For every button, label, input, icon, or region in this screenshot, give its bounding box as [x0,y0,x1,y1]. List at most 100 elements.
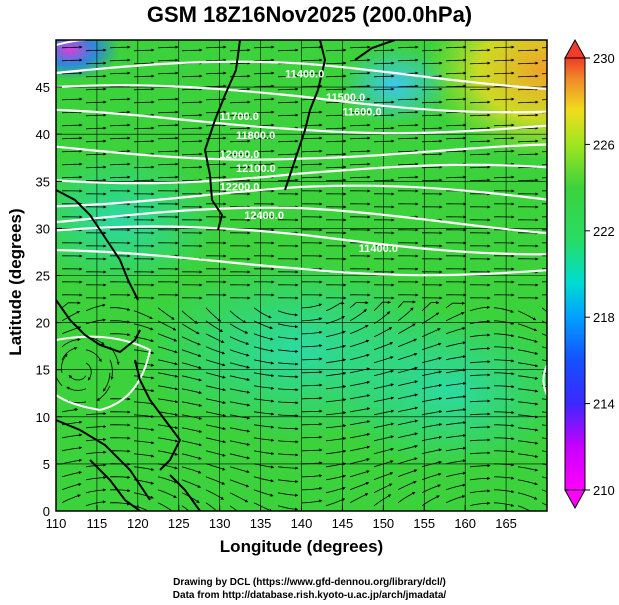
wind-arrow [253,84,275,88]
coastline [284,40,327,191]
wind-arrow [229,505,238,511]
contour-label: 11800.0 [236,130,275,142]
wind-arrow [61,471,83,478]
wind-arrow [541,476,547,479]
x-axis-label: Longitude (degrees) [219,537,384,556]
wind-arrow [541,424,547,426]
wind-arrow [277,466,299,470]
wind-arrow [277,492,299,497]
colorbar-tick-label: 218 [593,310,615,325]
wind-arrow [397,58,419,62]
wind-arrow [373,356,394,364]
wind-arrow [109,462,131,466]
wind-arrow [157,320,177,331]
wind-arrow [421,100,443,104]
y-axis-ticks: 0 5 10 15 20 25 30 35 40 45 [36,80,62,519]
wind-arrow [469,74,491,78]
wind-arrow [445,84,467,88]
wind-arrow [325,411,347,416]
wind-arrow [109,136,131,140]
wind-arrow [469,100,491,104]
wind-arrow [517,74,539,78]
wind-arrow [157,45,179,49]
wind-arrow [349,380,371,387]
wind-arrow [517,505,531,511]
wind-arrow [445,149,467,153]
wind-arrow [229,375,251,382]
wind-arrow [205,398,227,404]
wind-arrow [325,486,346,494]
wind-arrow [229,100,251,104]
wind-arrow [301,370,323,374]
wind-arrow [85,349,102,363]
wind-arrow [181,453,202,460]
wind-arrow [517,388,539,393]
wind-arrow [421,328,441,338]
coastline [56,299,141,354]
wind-arrow [541,307,547,313]
y-tick-label: 10 [36,410,50,425]
wind-arrow [181,152,203,156]
wind-arrow [61,346,78,360]
wind-arrow [181,48,203,52]
wind-arrow [277,152,299,156]
wind-arrow [469,305,491,312]
wind-arrow [421,139,443,143]
wind-arrow [469,113,491,117]
wind-arrow [229,349,250,357]
wind-arrow [469,87,491,91]
wind-arrow [445,471,467,478]
wind-arrow [205,359,226,367]
wind-arrow [85,488,107,494]
wind-arrow [349,84,371,88]
contour-label: 12100.0 [236,163,276,175]
wind-arrow [373,409,395,416]
wind-arrow [61,310,81,322]
wind-arrow [373,369,394,377]
wind-arrow [109,162,131,166]
wind-arrow [517,414,539,419]
wind-arrow [349,339,370,348]
wind-arrow [61,162,83,166]
wind-arrow [517,323,538,332]
contour-labels: 11400.011500.011600.011700.011800.012000… [220,69,398,255]
x-axis-ticks: 110 115 120 125 130 135 140 145 150 155 160 165 [46,505,517,531]
contour-line [56,143,547,161]
wind-arrow [325,371,347,377]
wind-arrow [373,113,395,117]
wind-arrow [109,175,131,179]
wind-arrow [85,450,107,455]
wind-arrow [229,126,251,130]
wind-arrow [253,359,275,365]
contour-line [56,184,547,208]
wind-arrow [349,482,370,491]
wind-arrow [277,505,299,511]
wind-arrow [133,492,154,499]
wind-arrow [493,97,515,101]
wind-arrow [349,175,371,179]
wind-arrow [349,324,369,335]
wind-arrow [541,151,547,153]
wind-arrow [253,346,275,353]
wind-arrow [253,307,272,319]
colorbar-bottom-arrow [564,489,586,510]
wind-arrow [133,323,154,331]
wind-arrow [421,312,440,325]
wind-arrow [517,48,539,52]
wind-arrow [85,362,92,381]
wind-arrow [421,152,443,156]
wind-arrow [205,346,226,355]
wind-arrow [109,45,131,49]
wind-arrow [85,476,107,481]
wind-arrow [493,489,515,494]
wind-arrow [445,368,467,374]
wind-arrow [349,136,371,140]
wind-arrow [277,479,299,484]
contour-label: 12400.0 [244,210,284,222]
wind-arrow [277,440,299,444]
x-tick-label: 120 [127,516,149,531]
grid-lines [56,40,547,511]
x-tick-label: 150 [372,516,394,531]
wind-arrow [325,437,347,442]
wind-arrow [494,372,515,376]
